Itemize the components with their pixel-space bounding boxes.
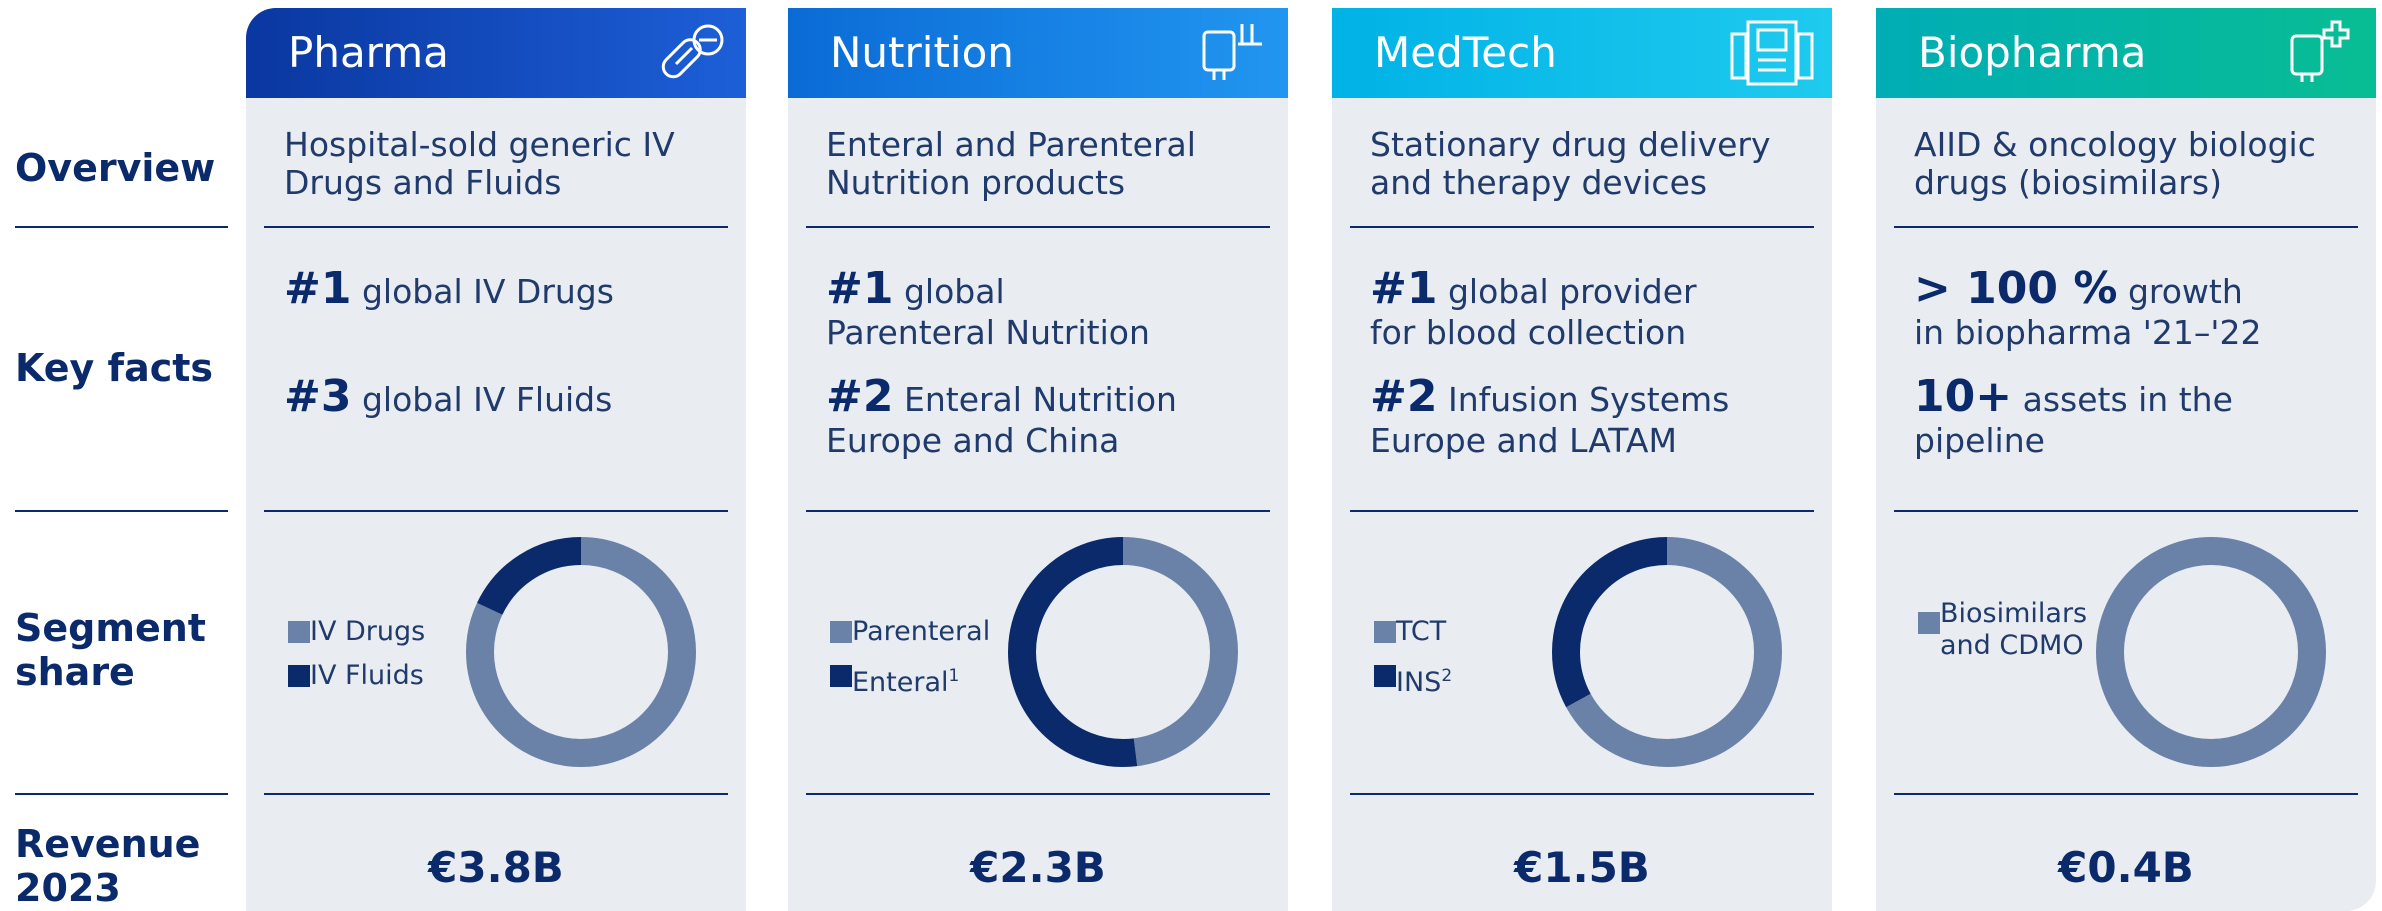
divider <box>806 226 1270 228</box>
legend-item: IV Drugs <box>310 616 425 648</box>
legend-item: IV Fluids <box>310 660 424 692</box>
fact-text: global provider for blood collection <box>1370 272 1697 352</box>
fact-text: growth in biopharma '21–'22 <box>1914 272 2262 352</box>
key-fact: #1 global IV Drugs <box>284 267 614 312</box>
fact-highlight: #1 <box>826 263 894 314</box>
donut-chart <box>2096 537 2326 767</box>
divider <box>1350 793 1814 795</box>
fact-text: global Parenteral Nutrition <box>826 272 1150 352</box>
segment-card: Nutrition Enteral and Parenteral Nutritio… <box>788 8 1288 911</box>
card-header: Nutrition <box>788 8 1288 98</box>
fact-highlight: #2 <box>826 371 894 422</box>
key-fact: #1 global provider for blood collection <box>1370 267 1697 353</box>
divider <box>1894 793 2358 795</box>
segment-card: Biopharma AIID & oncology biologic drugs … <box>1876 8 2376 911</box>
key-fact: 10+ assets in the pipeline <box>1914 375 2233 461</box>
row-divider <box>15 510 228 512</box>
fact-highlight: > 100 % <box>1914 263 2118 314</box>
segment-icon <box>661 24 724 79</box>
divider <box>806 793 1270 795</box>
fact-highlight: #2 <box>1370 371 1438 422</box>
legend-label: Parenteral <box>852 616 991 647</box>
key-fact: #2 Enteral Nutrition Europe and China <box>826 375 1177 461</box>
legend-swatch <box>1918 612 1940 634</box>
card-header: MedTech <box>1332 8 1832 98</box>
donut-segment <box>1008 537 1238 767</box>
legend-swatch <box>1374 665 1396 687</box>
row-label: Key facts <box>15 346 214 390</box>
fact-highlight: 10+ <box>1914 371 2013 422</box>
donut-segment <box>466 537 696 767</box>
segment-icon <box>1730 20 1814 86</box>
segment-name: Pharma <box>288 28 449 77</box>
revenue: €2.3B <box>970 843 1106 892</box>
segment-icon <box>1202 24 1262 80</box>
card-header: Pharma <box>246 8 746 98</box>
segment-icon <box>2290 20 2350 82</box>
fact-text: Infusion Systems Europe and LATAM <box>1370 380 1730 460</box>
overview-text: Hospital-sold generic IV Drugs and Fluid… <box>284 125 675 202</box>
donut-chart <box>1552 537 1782 767</box>
row-label: Overview <box>15 146 216 190</box>
divider <box>806 510 1270 512</box>
divider <box>1350 226 1814 228</box>
divider <box>264 510 728 512</box>
fact-text: assets in the pipeline <box>1914 380 2233 460</box>
divider <box>264 793 728 795</box>
fact-text: Enteral Nutrition Europe and China <box>826 380 1177 460</box>
divider <box>1894 510 2358 512</box>
revenue: €0.4B <box>2058 843 2194 892</box>
row-divider <box>15 793 228 795</box>
legend-item: TCT <box>1396 616 1446 648</box>
legend-label: Enteral <box>852 667 949 698</box>
legend-label: TCT <box>1396 616 1447 647</box>
fact-text: global IV Drugs <box>361 272 614 311</box>
footnote-mark: 2 <box>1441 666 1453 686</box>
legend-swatch <box>830 665 852 687</box>
donut-segment <box>1552 537 1782 767</box>
legend-label: Biosimilars and CDMO <box>1940 598 2088 661</box>
footnote-mark: 1 <box>948 666 960 686</box>
key-fact: #3 global IV Fluids <box>284 375 613 420</box>
segment-card: MedTech Stationary drug delivery and ther… <box>1332 8 1832 911</box>
legend-swatch <box>1374 621 1396 643</box>
donut-segment <box>2096 537 2326 767</box>
fact-text: global IV Fluids <box>361 380 613 419</box>
legend-item: INS2 <box>1396 660 1452 699</box>
donut-chart <box>466 537 696 767</box>
revenue: €1.5B <box>1514 843 1650 892</box>
legend-label: INS <box>1396 667 1442 698</box>
card-header: Biopharma <box>1876 8 2376 98</box>
legend-label: IV Fluids <box>310 660 424 691</box>
row-label: Segment share <box>15 606 206 694</box>
divider <box>1894 226 2358 228</box>
overview-text: AIID & oncology biologic drugs (biosimil… <box>1914 125 2316 202</box>
row-label: Revenue 2023 <box>15 822 201 910</box>
divider <box>264 226 728 228</box>
legend-item: Enteral1 <box>852 660 959 699</box>
segment-name: Nutrition <box>830 28 1014 77</box>
row-divider <box>15 226 228 228</box>
legend-swatch <box>288 621 310 643</box>
key-fact: #1 global Parenteral Nutrition <box>826 267 1150 353</box>
overview-text: Enteral and Parenteral Nutrition product… <box>826 125 1196 202</box>
fact-highlight: #1 <box>284 263 352 314</box>
key-fact: #2 Infusion Systems Europe and LATAM <box>1370 375 1730 461</box>
fact-highlight: #1 <box>1370 263 1438 314</box>
legend-item: Parenteral <box>852 616 990 648</box>
overview-text: Stationary drug delivery and therapy dev… <box>1370 125 1771 202</box>
key-fact: > 100 % growth in biopharma '21–'22 <box>1914 267 2262 353</box>
donut-chart <box>1008 537 1238 767</box>
revenue: €3.8B <box>428 843 564 892</box>
segment-card: Pharma Hospital-sold generic IV Drugs and… <box>246 8 746 911</box>
fact-highlight: #3 <box>284 371 352 422</box>
legend-swatch <box>830 621 852 643</box>
legend-label: IV Drugs <box>310 616 426 647</box>
divider <box>1350 510 1814 512</box>
legend-swatch <box>288 665 310 687</box>
legend-item: Biosimilars and CDMO <box>1940 598 2087 662</box>
segment-name: Biopharma <box>1918 28 2147 77</box>
segment-name: MedTech <box>1374 28 1557 77</box>
